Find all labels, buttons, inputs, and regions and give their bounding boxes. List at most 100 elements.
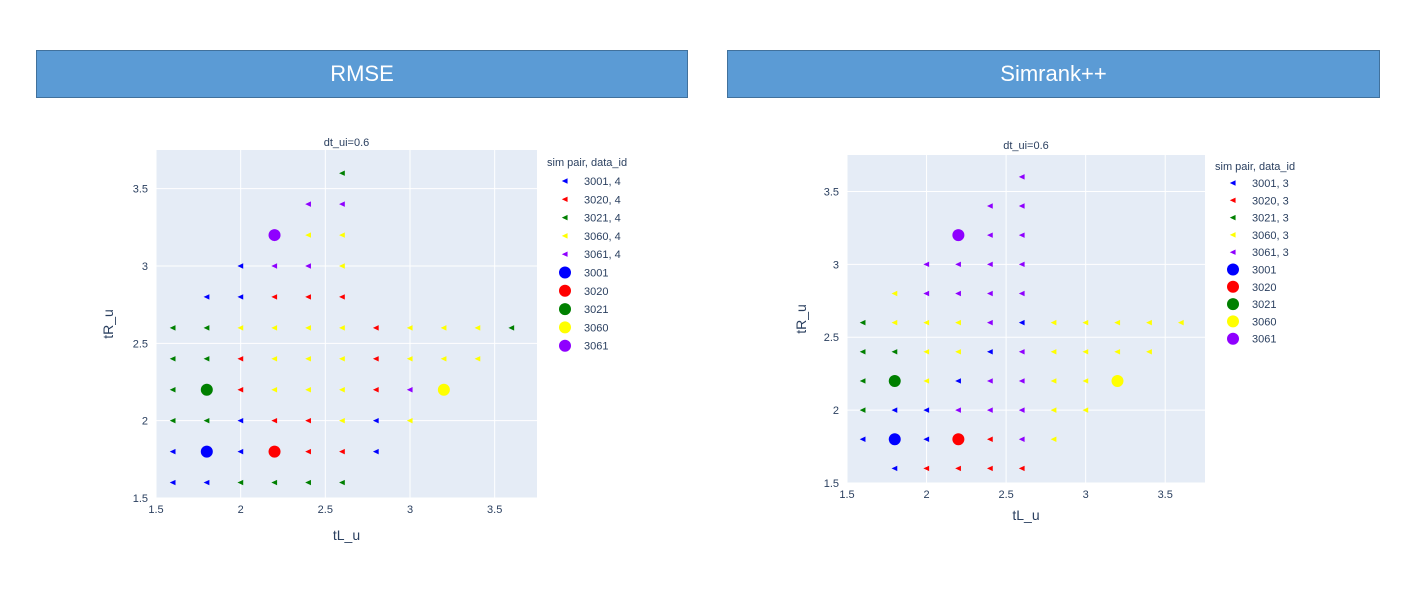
data-point-3060 <box>440 325 447 331</box>
data-point-3060 <box>474 356 481 362</box>
legend-marker-3021 <box>1229 214 1236 221</box>
data-point-3060 <box>1082 349 1089 355</box>
rmse-legend-item[interactable]: 3060 <box>559 321 608 334</box>
simrank-x-tick-label: 3 <box>1083 489 1089 501</box>
rmse-legend-item[interactable]: 3020, 4 <box>561 194 621 206</box>
data-point-3061 <box>1018 407 1025 413</box>
rmse-legend-item[interactable]: 3060, 4 <box>561 231 621 243</box>
legend-label: 3001 <box>584 268 608 280</box>
data-point-3020 <box>305 294 311 300</box>
data-point-3020 <box>305 417 311 424</box>
data-point-3060 <box>923 349 930 355</box>
data-point-3060 <box>923 319 930 326</box>
data-point-3060 <box>1146 349 1152 355</box>
data-point-3060 <box>1114 349 1121 355</box>
data-point-3060 <box>305 325 311 331</box>
data-point-3061 <box>305 263 311 269</box>
data-point-3061 <box>987 378 993 384</box>
rmse-legend-item[interactable]: 3001 <box>559 266 608 280</box>
data-point-3001 <box>987 349 993 355</box>
legend-marker-3020 <box>1229 197 1236 204</box>
rmse-legend-item[interactable]: 3021 <box>559 303 608 316</box>
data-point-3001 <box>237 294 244 300</box>
data-point-3061 <box>271 263 278 269</box>
simrank-header-label: Simrank++ <box>1000 61 1107 86</box>
legend-marker-3001 <box>1227 263 1239 276</box>
simrank-series-3061 <box>952 229 965 242</box>
data-point-3061 <box>987 261 993 268</box>
simrank-series-3061-3 <box>923 174 1025 442</box>
rmse-series-3020 <box>268 445 281 458</box>
simrank-legend-item[interactable]: 3021 <box>1227 298 1276 311</box>
data-point-3020 <box>271 417 278 424</box>
rmse-series-3060-4 <box>237 232 481 424</box>
simrank-legend-item[interactable]: 3020, 3 <box>1229 195 1289 207</box>
simrank-legend-item[interactable]: 3060, 3 <box>1229 230 1289 242</box>
legend-label: 3020 <box>1252 282 1276 294</box>
simrank-legend-item[interactable]: 3001, 3 <box>1229 178 1289 190</box>
data-point-3061 <box>1018 174 1025 180</box>
simrank-series-3001-3 <box>859 319 1025 472</box>
rmse-y-tick-label: 2.5 <box>133 338 148 350</box>
data-point-3061 <box>1018 203 1025 209</box>
rmse-legend-item[interactable]: 3061 <box>559 339 608 353</box>
data-point-3060 <box>1111 374 1124 387</box>
data-point-3020 <box>952 433 965 446</box>
legend-marker-3021 <box>561 214 568 221</box>
data-point-3001 <box>923 407 930 413</box>
data-point-3001 <box>237 417 244 424</box>
data-point-3021 <box>339 479 345 486</box>
rmse-header-label: RMSE <box>330 61 394 86</box>
legend-marker-3001 <box>1229 180 1236 186</box>
data-point-3060 <box>1082 378 1089 384</box>
data-point-3021 <box>859 378 866 384</box>
data-point-3060 <box>437 383 450 396</box>
data-point-3060 <box>1082 407 1089 413</box>
rmse-series-3001 <box>200 445 213 458</box>
data-point-3001 <box>891 465 898 472</box>
rmse-legend-title: sim pair, data_id <box>547 157 627 169</box>
simrank-x-axis-title: tL_u <box>1012 507 1039 523</box>
data-point-3020 <box>955 465 961 472</box>
data-point-3021 <box>859 407 866 413</box>
simrank-legend-item[interactable]: 3061, 3 <box>1229 247 1289 259</box>
data-point-3060 <box>237 325 244 331</box>
data-point-3060 <box>1050 349 1057 355</box>
data-point-3061 <box>1018 261 1025 268</box>
simrank-legend-item[interactable]: 3020 <box>1227 280 1276 294</box>
data-point-3061 <box>923 290 930 297</box>
rmse-legend-item[interactable]: 3061, 4 <box>561 249 621 261</box>
data-point-3061 <box>955 290 961 297</box>
data-point-3020 <box>237 356 244 362</box>
data-point-3020 <box>1018 465 1025 472</box>
legend-label: 3060, 3 <box>1252 230 1289 242</box>
legend-marker-3061 <box>561 251 568 257</box>
rmse-x-tick-label: 2 <box>238 504 244 516</box>
simrank-legend-item[interactable]: 3021, 3 <box>1229 213 1289 225</box>
rmse-series-3061-4 <box>271 201 413 393</box>
legend-label: 3060 <box>1252 316 1276 328</box>
rmse-legend-item[interactable]: 3020 <box>559 284 608 298</box>
rmse-legend-item[interactable]: 3001, 4 <box>561 176 621 188</box>
data-point-3001 <box>923 436 930 442</box>
data-point-3060 <box>474 325 481 331</box>
simrank-y-tick-label: 2 <box>833 405 839 417</box>
data-point-3060 <box>891 290 898 297</box>
legend-label: 3001, 3 <box>1252 178 1289 190</box>
simrank-plot-area <box>847 155 1205 483</box>
rmse-legend-item[interactable]: 3021, 4 <box>561 213 621 225</box>
legend-label: 3061, 4 <box>584 249 621 261</box>
simrank-legend-item[interactable]: 3001 <box>1227 263 1276 277</box>
simrank-series-3060 <box>1111 374 1124 387</box>
data-point-3021 <box>888 374 901 387</box>
data-point-3020 <box>339 448 345 455</box>
data-point-3061 <box>987 290 993 297</box>
data-point-3001 <box>891 407 898 413</box>
data-point-3060 <box>891 319 898 326</box>
simrank-legend-item[interactable]: 3061 <box>1227 332 1276 346</box>
data-point-3021 <box>271 479 278 486</box>
data-point-3061 <box>406 387 413 393</box>
data-point-3020 <box>305 448 311 455</box>
simrank-legend-item[interactable]: 3060 <box>1227 315 1276 328</box>
data-point-3001 <box>955 378 961 384</box>
